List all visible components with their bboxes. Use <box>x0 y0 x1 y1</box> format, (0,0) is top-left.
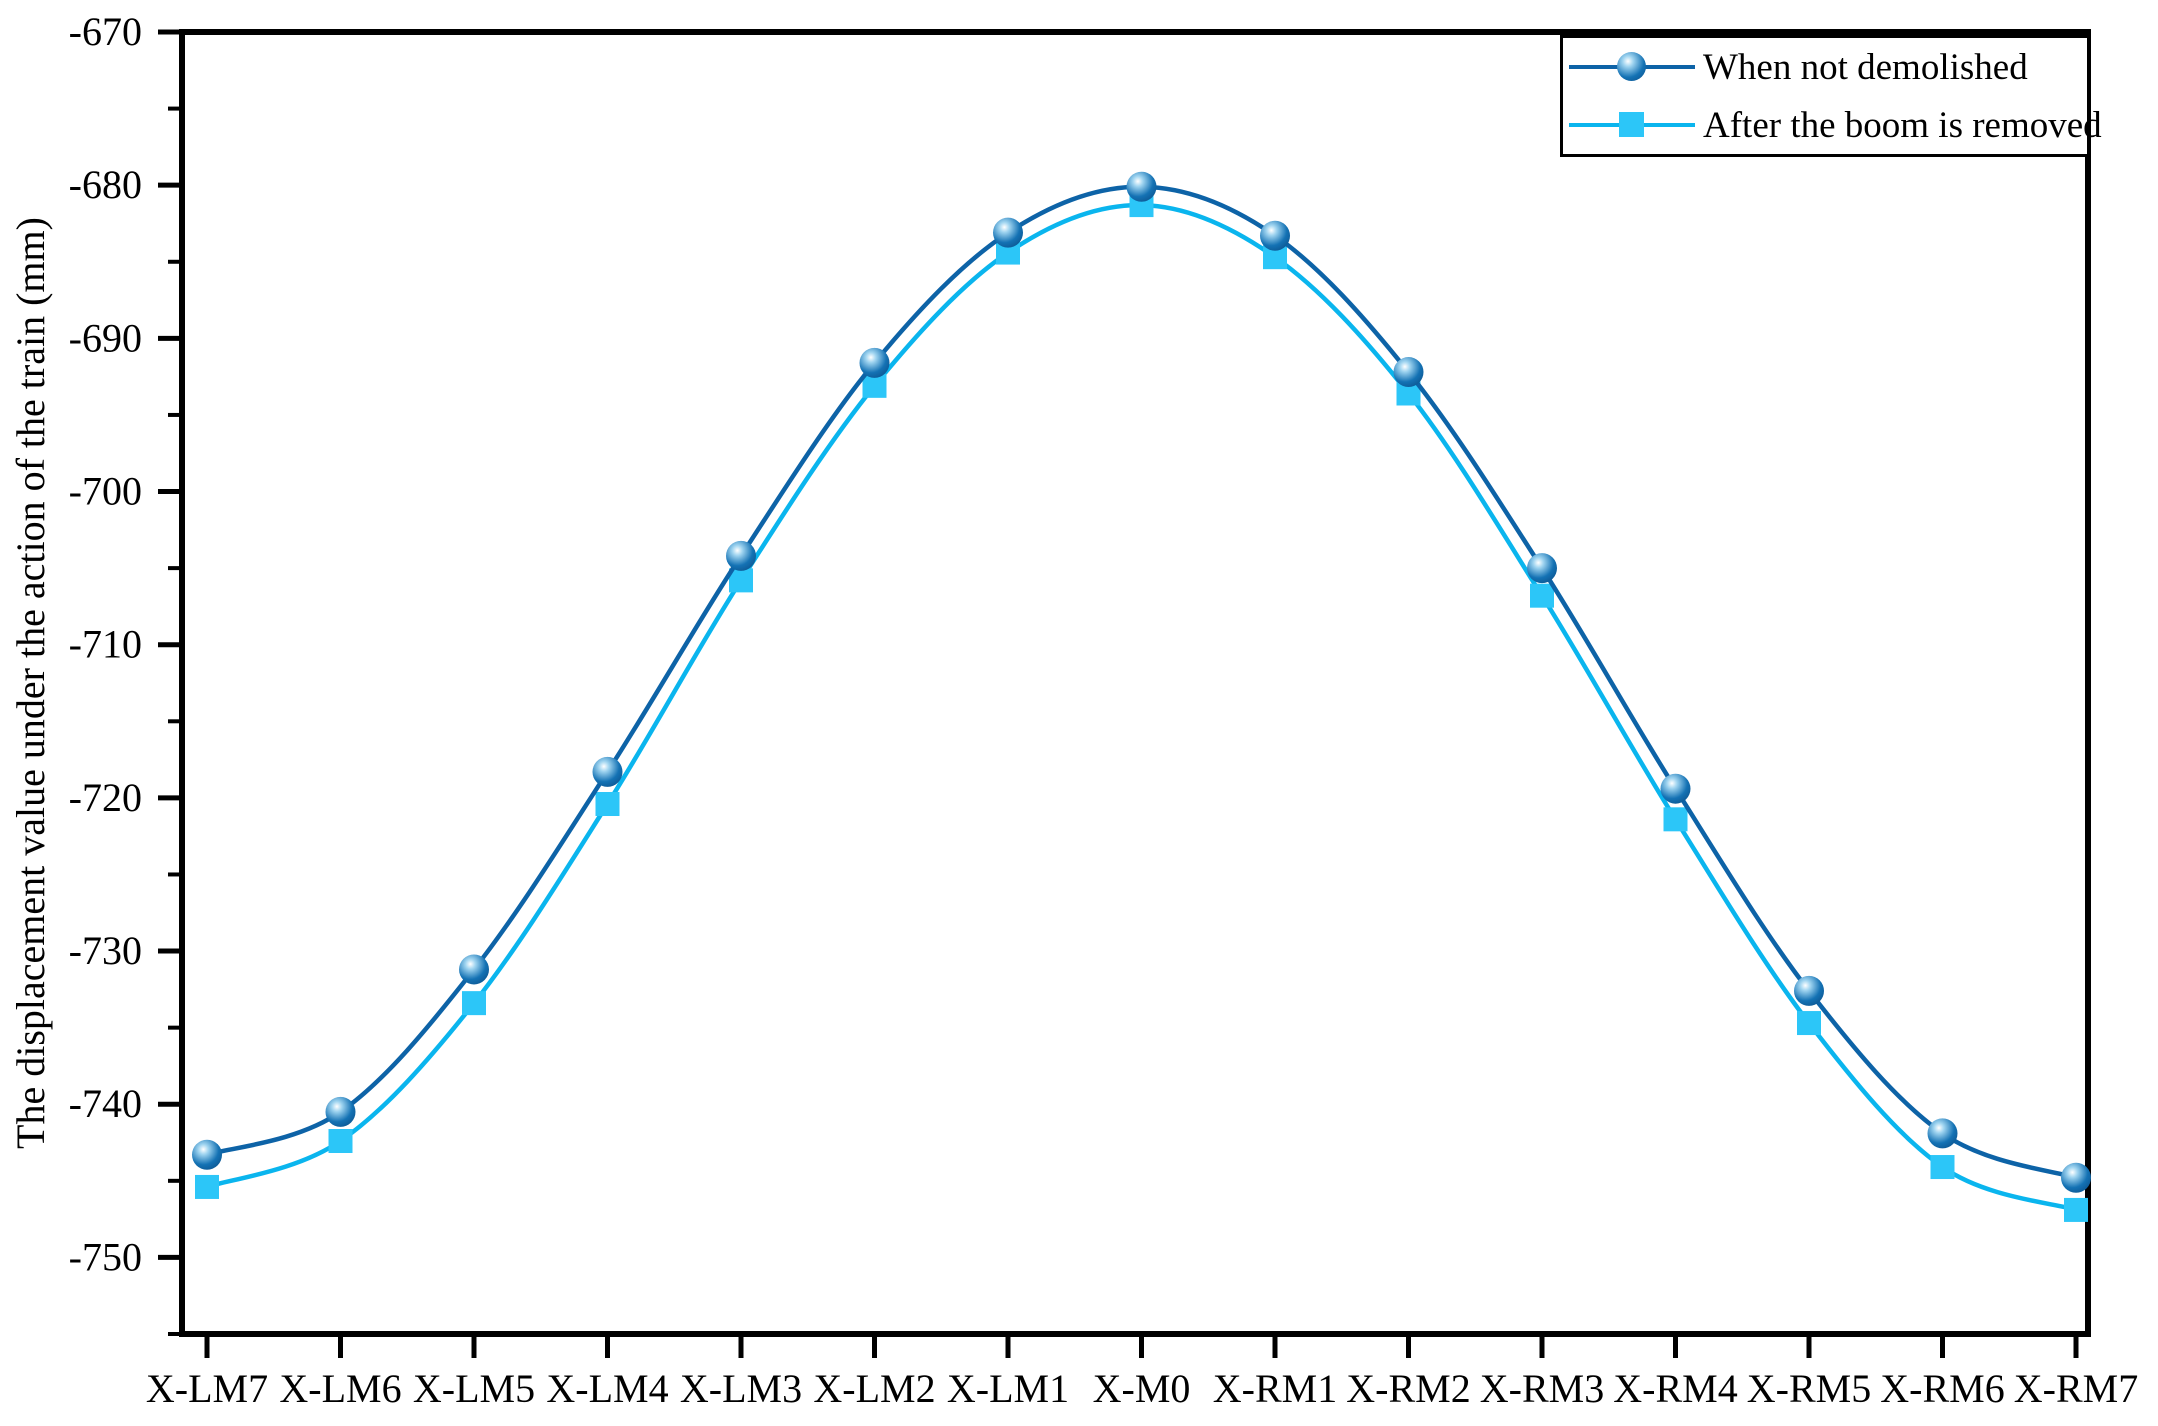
data-point-sphere <box>192 1139 222 1170</box>
data-point-square <box>462 991 486 1016</box>
data-point-sphere <box>1794 975 1824 1006</box>
data-point-sphere <box>1260 220 1290 251</box>
x-tick-label: X-M0 <box>1093 1366 1191 1411</box>
y-tick-label: -690 <box>69 315 142 360</box>
data-point-sphere <box>459 954 489 985</box>
data-point-sphere <box>993 217 1023 248</box>
x-tick-label: X-RM5 <box>1747 1366 1871 1411</box>
data-point-square <box>1797 1011 1821 1036</box>
data-point-sphere <box>1660 773 1691 804</box>
x-tick-label: X-LM6 <box>279 1366 401 1411</box>
data-point-square <box>595 792 620 817</box>
data-point-square <box>2064 1197 2088 1222</box>
x-tick-label: X-RM3 <box>1480 1366 1604 1411</box>
data-point-square <box>195 1174 219 1199</box>
data-point-sphere <box>325 1096 356 1127</box>
y-axis-title: The displacement value under the action … <box>8 217 53 1149</box>
x-tick-label: X-LM5 <box>413 1366 535 1411</box>
legend: When not demolished After the boom is re… <box>1560 35 2102 157</box>
x-tick-label: X-RM4 <box>1613 1366 1737 1411</box>
data-point-sphere <box>2061 1162 2091 1193</box>
x-tick-label: X-RM2 <box>1346 1366 1470 1411</box>
y-tick-label: -700 <box>69 469 142 514</box>
y-tick-label: -730 <box>69 928 142 973</box>
x-tick-label: X-RM6 <box>1880 1366 2004 1411</box>
data-point-sphere <box>1393 357 1424 388</box>
legend-label-not-demolished: When not demolished <box>1703 46 2028 88</box>
x-tick-label: X-LM3 <box>680 1366 802 1411</box>
y-tick-label: -740 <box>69 1081 142 1126</box>
y-tick-label: -680 <box>69 162 142 207</box>
data-point-square <box>328 1128 353 1153</box>
legend-item-boom-removed: After the boom is removed <box>1563 96 2102 154</box>
y-tick-label: -710 <box>69 622 142 667</box>
data-point-sphere <box>592 756 623 787</box>
data-point-sphere <box>726 540 756 571</box>
data-point-sphere <box>1126 171 1157 202</box>
plot-frame <box>179 29 2091 1337</box>
data-point-sphere <box>1927 1118 1958 1149</box>
y-tick-label: -720 <box>69 775 142 820</box>
data-point-sphere <box>859 347 890 378</box>
x-tick-label: X-RM7 <box>2014 1366 2138 1411</box>
x-tick-label: X-LM4 <box>546 1366 668 1411</box>
series-line-not-demolished <box>204 184 2079 1181</box>
y-tick-label: -670 <box>69 9 142 54</box>
x-tick-label: X-LM2 <box>813 1366 935 1411</box>
data-point-square <box>996 240 1020 265</box>
data-point-square <box>1663 807 1688 832</box>
data-point-square <box>1930 1155 1955 1180</box>
x-tick-label: X-LM1 <box>947 1366 1069 1411</box>
x-tick-label: X-LM7 <box>146 1366 268 1411</box>
x-tick-label: X-RM1 <box>1213 1366 1337 1411</box>
square-marker-icon <box>1619 112 1644 137</box>
legend-sample-not-demolished <box>1569 50 1695 84</box>
legend-item-not-demolished: When not demolished <box>1563 38 2087 96</box>
legend-label-boom-removed: After the boom is removed <box>1703 104 2102 146</box>
series-line-boom-removed <box>204 202 2079 1213</box>
sphere-marker-icon <box>1617 52 1646 81</box>
legend-sample-boom-removed <box>1569 108 1695 142</box>
data-point-sphere <box>1527 553 1557 584</box>
data-point-square <box>1530 583 1554 608</box>
y-tick-label: -750 <box>69 1234 142 1279</box>
